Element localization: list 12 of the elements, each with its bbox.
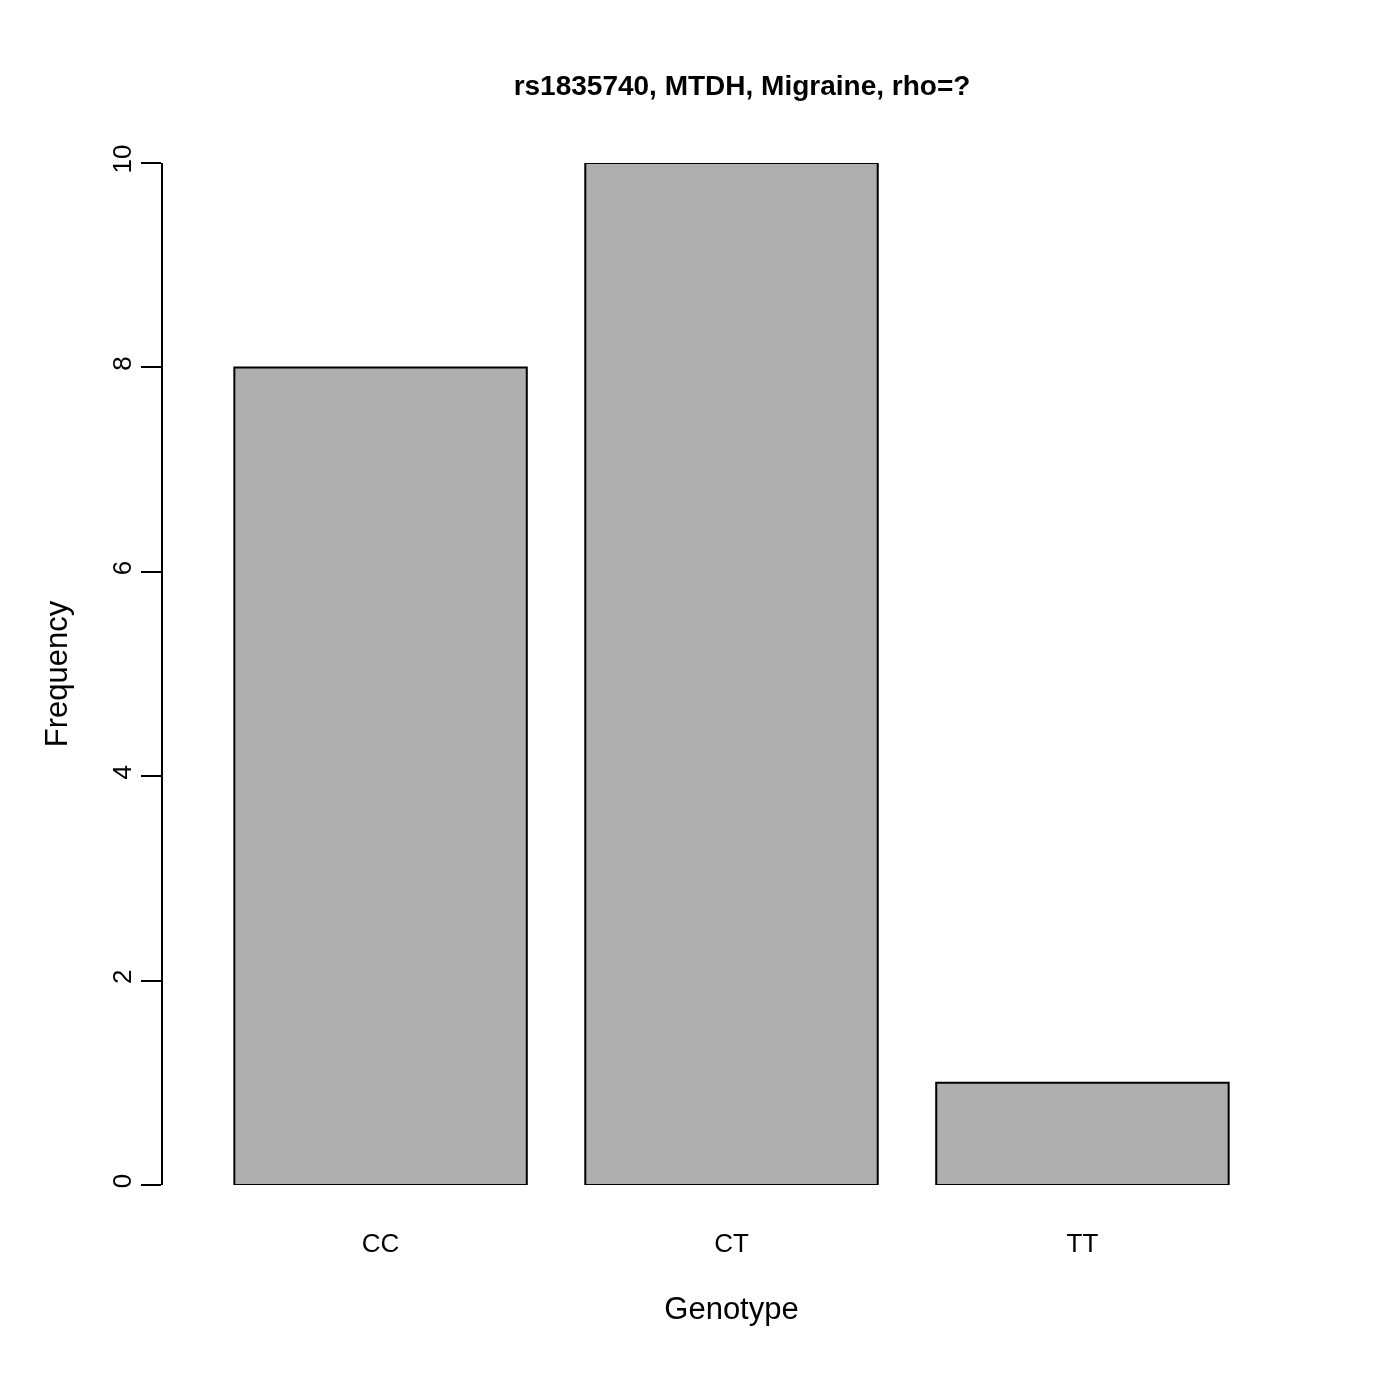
y-tick-label: 0 bbox=[106, 1173, 137, 1189]
y-tick-label: 10 bbox=[106, 144, 137, 174]
x-tick-label: CT bbox=[714, 1228, 749, 1258]
y-tick-label: 2 bbox=[106, 969, 137, 984]
y-tick-label: 4 bbox=[106, 765, 137, 780]
y-tick-label: 6 bbox=[106, 560, 137, 576]
chart-title: rs1835740, MTDH, Migraine, rho=? bbox=[513, 69, 971, 101]
x-tick-label: CC bbox=[361, 1228, 400, 1258]
x-axis-title: Genotype bbox=[664, 1291, 799, 1327]
y-tick-label: 8 bbox=[106, 356, 137, 371]
y-axis-title: Frequency bbox=[38, 600, 74, 748]
x-tick-label: TT bbox=[1066, 1228, 1099, 1258]
